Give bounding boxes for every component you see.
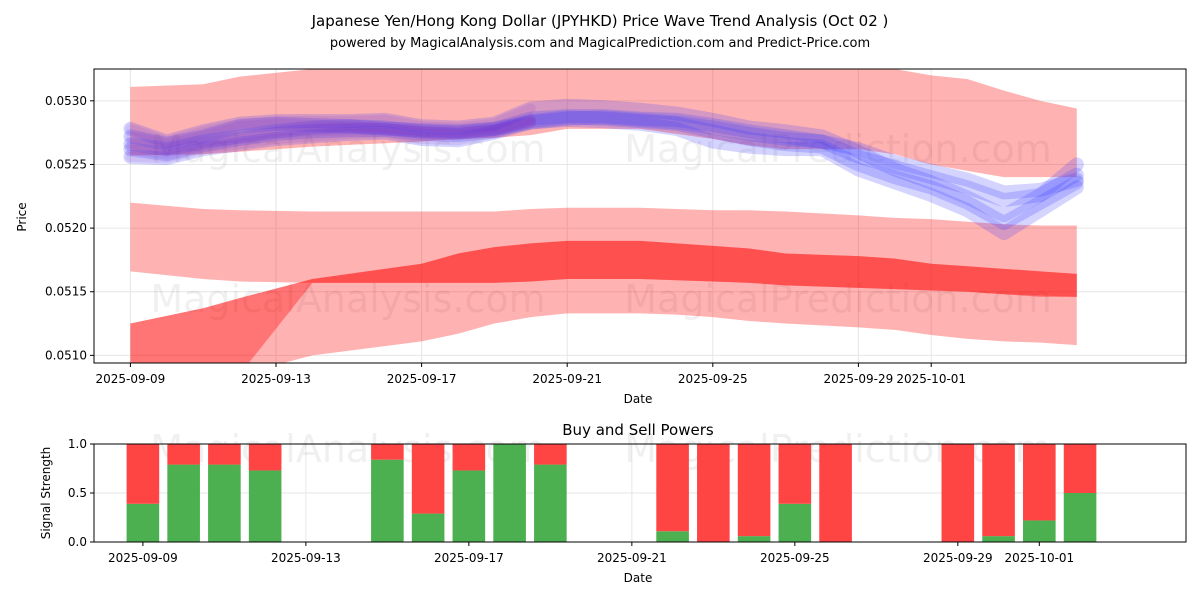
price-y-tick-label: 0.0515 — [45, 285, 87, 299]
chart-title: Japanese Yen/Hong Kong Dollar (JPYHKD) P… — [311, 12, 889, 30]
buy-bar — [493, 444, 526, 542]
price-y-tick-label: 0.0520 — [45, 221, 87, 235]
sell-bar — [126, 444, 160, 504]
signal-bars — [126, 444, 1097, 542]
chart-subtitle: powered by MagicalAnalysis.com and Magic… — [330, 36, 870, 51]
buy-bar — [452, 470, 486, 542]
price-band-area — [130, 240, 1077, 363]
price-band-area — [130, 202, 1077, 297]
buy-bar — [371, 459, 404, 542]
price-y-ticks: 0.0510 0.0515 0.0520 0.0525 0.0530 — [45, 94, 94, 362]
sell-bar — [941, 444, 975, 542]
signal-x-tick-label: 2025-09-09 — [108, 551, 178, 565]
price-bands — [130, 69, 1077, 363]
price-gridlines — [94, 69, 1186, 363]
sell-bar — [534, 444, 567, 465]
price-y-tick-label: 0.0525 — [45, 157, 87, 171]
price-watermark-left: MagicalAnalysis.com — [150, 127, 545, 171]
signal-y-axis-title: Signal Strength — [39, 447, 53, 540]
signal-y-ticks: 0.0 0.5 1.0 — [68, 437, 94, 549]
signal-x-tick-label: 2025-09-29 — [923, 551, 993, 565]
sell-bar — [819, 444, 852, 542]
sell-bar — [1063, 444, 1097, 493]
price-band-area — [130, 69, 1077, 178]
price-wave-highlight — [125, 116, 536, 160]
price-y-tick-label: 0.0530 — [45, 94, 87, 108]
price-wave-highlight — [125, 113, 536, 155]
price-wave-highlight — [125, 103, 536, 147]
price-band-area — [130, 240, 1077, 363]
price-x-tick-label: 2025-09-25 — [678, 372, 748, 386]
signal-x-tick-label: 2025-09-21 — [597, 551, 667, 565]
price-waves — [123, 98, 1084, 241]
signal-x-tick-label: 2025-09-17 — [434, 551, 504, 565]
buy-bar — [167, 464, 200, 542]
sell-bar — [208, 444, 241, 465]
sell-bar — [697, 444, 730, 542]
buy-bar — [1063, 493, 1097, 542]
sell-bar — [452, 444, 486, 471]
sell-bar — [411, 444, 445, 514]
price-x-tick-label: 2025-09-13 — [241, 372, 311, 386]
price-x-axis-title: Date — [624, 392, 653, 406]
buy-bar — [126, 503, 160, 542]
signal-title: Buy and Sell Powers — [562, 421, 714, 439]
price-watermark-right-2: MagicalPrediction.com — [624, 277, 1052, 321]
buy-bar — [1023, 520, 1056, 542]
signal-x-tick-label: 2025-09-13 — [271, 551, 341, 565]
price-wave-line — [123, 112, 1084, 241]
sell-bar — [737, 444, 771, 537]
buy-bar — [656, 531, 689, 542]
price-wave-line — [123, 98, 1084, 223]
price-wave-line — [123, 110, 1084, 208]
sell-bar — [248, 444, 282, 471]
buy-bar — [778, 503, 812, 542]
buy-bar — [411, 513, 445, 542]
signal-y-tick-label: 0.0 — [68, 535, 87, 549]
buy-bar — [737, 536, 771, 542]
signal-x-tick-label: 2025-09-25 — [760, 551, 830, 565]
sell-bar — [371, 444, 404, 460]
buy-bar — [982, 536, 1015, 542]
signal-panel: Buy and Sell Powers MagicalAnalysis.com … — [39, 421, 1187, 585]
price-plot-frame — [93, 68, 1187, 364]
buy-bar — [534, 464, 567, 542]
sell-bar — [778, 444, 812, 504]
price-x-ticks: 2025-09-09 2025-09-13 2025-09-17 2025-09-21… — [96, 363, 966, 386]
sell-bar — [167, 444, 200, 465]
sell-bar — [656, 444, 689, 532]
buy-bar — [208, 464, 241, 542]
price-x-tick-label: 2025-10-01 — [896, 372, 966, 386]
price-wave-highlight — [125, 117, 536, 150]
signal-y-tick-label: 1.0 — [68, 437, 87, 451]
price-x-tick-label: 2025-09-17 — [387, 372, 457, 386]
price-wave-highlight — [125, 117, 536, 164]
signal-x-axis-title: Date — [624, 571, 653, 585]
price-wave-line — [123, 110, 1084, 230]
signal-y-tick-label: 0.5 — [68, 486, 87, 500]
price-watermark-right: MagicalPrediction.com — [624, 127, 1052, 171]
price-y-axis-title: Price — [15, 202, 29, 231]
sell-bar — [982, 444, 1015, 537]
signal-x-ticks: 2025-09-09 2025-09-13 2025-09-17 2025-09-21… — [108, 542, 1074, 565]
price-x-tick-label: 2025-09-09 — [96, 372, 166, 386]
price-watermark-left-2: MagicalAnalysis.com — [150, 277, 545, 321]
price-panel: MagicalAnalysis.com MagicalPrediction.co… — [15, 68, 1187, 406]
price-x-tick-label: 2025-09-21 — [532, 372, 602, 386]
price-wave-line — [123, 109, 1084, 200]
buy-bar — [248, 470, 282, 542]
signal-x-tick-label: 2025-10-01 — [1004, 551, 1074, 565]
price-x-tick-label: 2025-09-29 — [824, 372, 894, 386]
price-y-tick-label: 0.0510 — [45, 348, 87, 362]
sell-bar — [1023, 444, 1056, 521]
